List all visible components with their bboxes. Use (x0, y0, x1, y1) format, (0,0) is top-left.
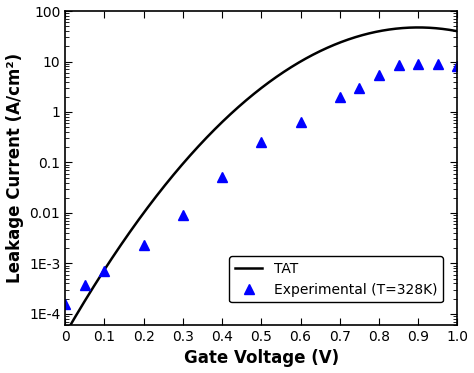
Experimental (T=328K) (298, 120, 303, 125)
Legend: TAT, Experimental (T=328K): TAT, Experimental (T=328K) (229, 256, 443, 303)
X-axis label: Gate Voltage (V): Gate Voltage (V) (184, 350, 339, 367)
Experimental (T=328K) (101, 269, 107, 273)
TAT (332, 43, 337, 47)
TAT (375, 29, 381, 34)
Experimental (T=328K) (141, 243, 146, 247)
Experimental (T=328K) (337, 94, 343, 99)
Y-axis label: Leakage Current (A/cm²): Leakage Current (A/cm²) (6, 53, 24, 283)
Experimental (T=328K) (376, 72, 382, 77)
TAT (235, 105, 241, 110)
TAT (102, 266, 108, 271)
TAT (221, 118, 227, 123)
Experimental (T=328K) (219, 175, 225, 179)
Experimental (T=328K) (415, 62, 421, 66)
TAT (455, 29, 460, 34)
TAT (368, 31, 374, 35)
Experimental (T=328K) (435, 62, 441, 66)
Line: Experimental (T=328K): Experimental (T=328K) (60, 59, 462, 308)
Experimental (T=328K) (258, 140, 264, 145)
Experimental (T=328K) (180, 213, 186, 217)
TAT (415, 25, 421, 30)
TAT (63, 332, 68, 336)
Experimental (T=328K) (396, 63, 401, 67)
Experimental (T=328K) (82, 282, 88, 287)
Experimental (T=328K) (63, 301, 68, 306)
Line: TAT: TAT (65, 28, 457, 334)
Experimental (T=328K) (455, 64, 460, 69)
Experimental (T=328K) (356, 86, 362, 90)
